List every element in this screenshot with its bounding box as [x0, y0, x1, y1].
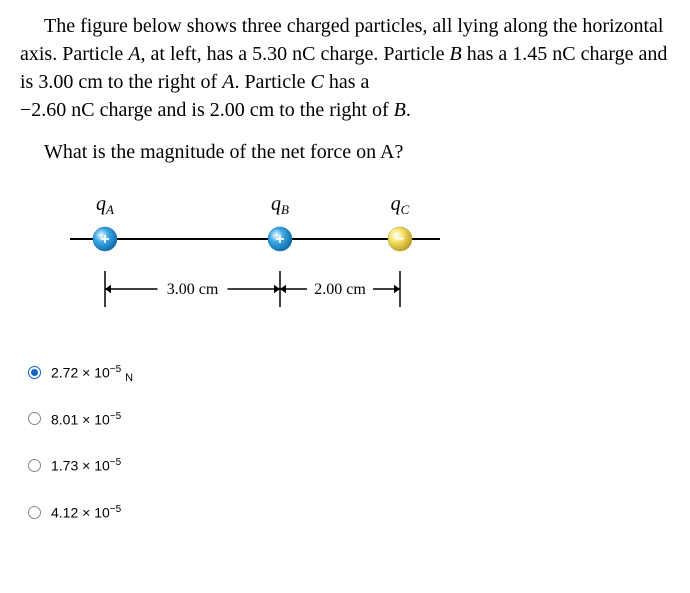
svg-text:−: − [395, 231, 404, 248]
answer-option-3[interactable]: 4.12 × 10−5 [28, 504, 670, 521]
option-label: 2.72 × 10−5 N [51, 364, 133, 381]
text: has a [462, 43, 513, 65]
charge-a: 5.30 nC [252, 43, 315, 65]
distance-bc: 2.00 cm [210, 99, 274, 121]
svg-text:qA: qA [96, 193, 114, 217]
svg-text:qB: qB [271, 193, 289, 217]
option-label: 1.73 × 10−5 [51, 457, 121, 474]
problem-statement: The figure below shows three charged par… [20, 12, 670, 124]
text: has a [324, 71, 370, 93]
svg-text:+: + [275, 231, 284, 248]
svg-text:qC: qC [391, 193, 410, 217]
particle-c: C [311, 71, 324, 93]
svg-text:3.00 cm: 3.00 cm [167, 281, 219, 298]
text: to the right of [274, 99, 393, 121]
option-label: 4.12 × 10−5 [51, 504, 121, 521]
text: . Particle [234, 71, 310, 93]
particle-b: B [450, 43, 462, 65]
text: . [406, 99, 411, 121]
radio-button[interactable] [28, 459, 41, 472]
radio-button[interactable] [28, 366, 41, 379]
answer-option-0[interactable]: 2.72 × 10−5 N [28, 364, 670, 381]
radio-button[interactable] [28, 506, 41, 519]
text: to the right of [103, 71, 222, 93]
answer-options: 2.72 × 10−5 N 8.01 × 10−5 1.73 × 10−5 4.12 … [20, 364, 670, 521]
svg-text:2.00 cm: 2.00 cm [314, 281, 366, 298]
charge-b: 1.45 nC [512, 43, 575, 65]
text: charge. Particle [316, 43, 450, 65]
answer-option-1[interactable]: 8.01 × 10−5 [28, 411, 670, 428]
text: charge and is [95, 99, 210, 121]
option-label: 8.01 × 10−5 [51, 411, 121, 428]
question-text: What is the magnitude of the net force o… [20, 138, 670, 166]
svg-text:+: + [100, 231, 109, 248]
radio-button[interactable] [28, 412, 41, 425]
physics-diagram: + + − qA qB qC 3.00 cm 2.00 cm [60, 184, 480, 334]
charge-c: −2.60 nC [20, 99, 95, 121]
distance-ab: 3.00 cm [38, 71, 102, 93]
answer-option-2[interactable]: 1.73 × 10−5 [28, 457, 670, 474]
particle-a2: A [222, 71, 234, 93]
page: The figure below shows three charged par… [0, 0, 690, 571]
particle-b2: B [394, 99, 406, 121]
text: , at left, has a [141, 43, 253, 65]
particle-a: A [128, 43, 140, 65]
